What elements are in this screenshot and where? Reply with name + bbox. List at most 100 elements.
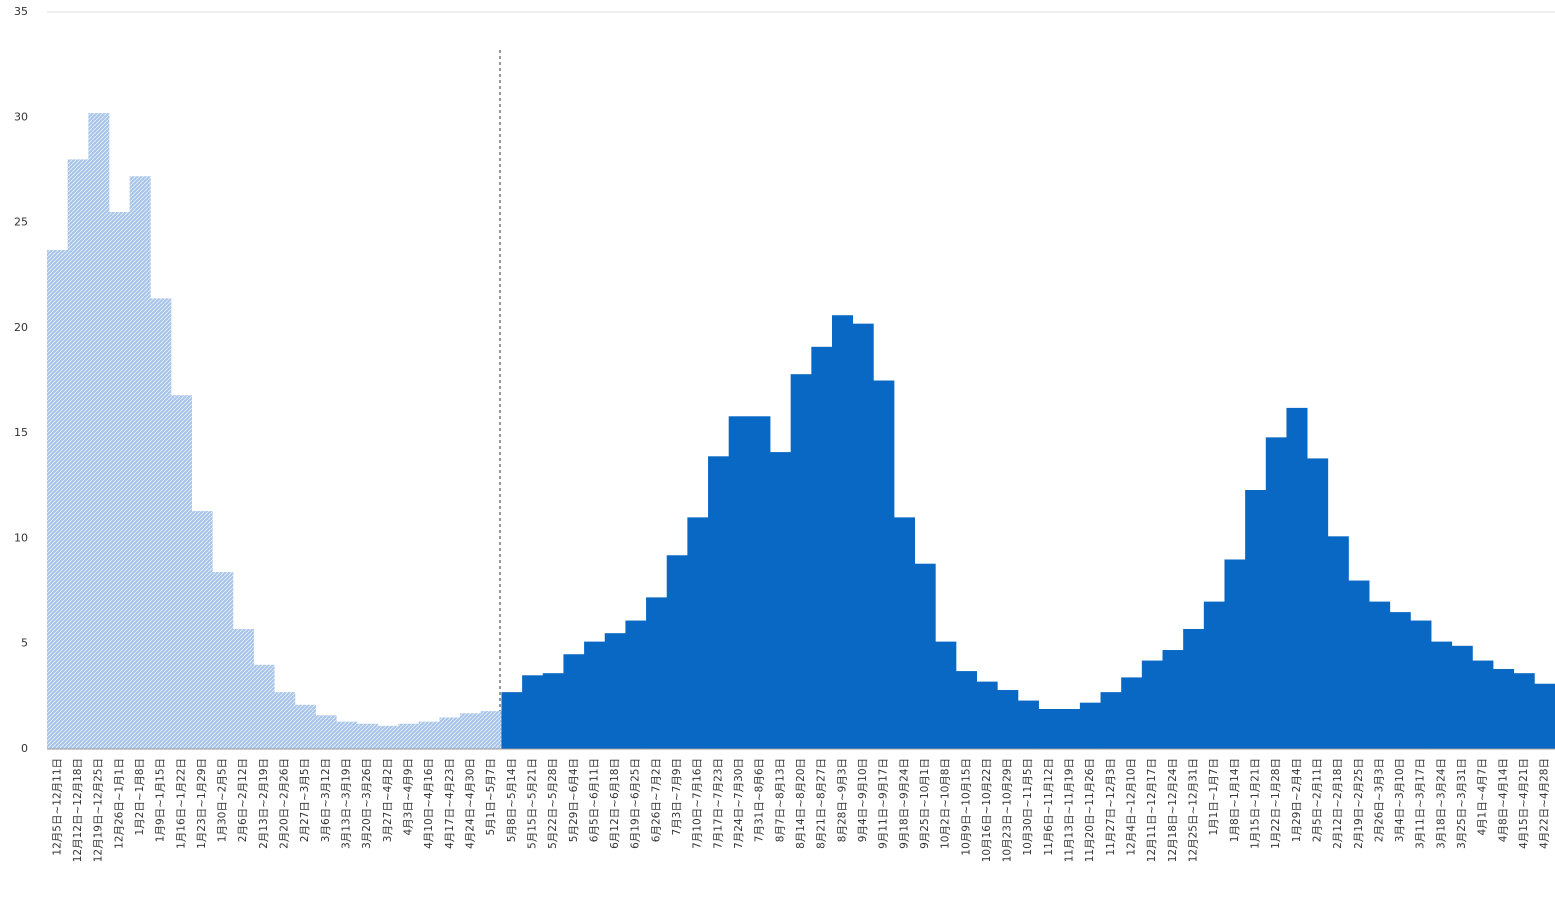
x-tick-label: 2月5日~2月11日 xyxy=(1311,758,1323,842)
x-tick-label: 2月12日~2月18日 xyxy=(1332,758,1344,849)
x-tick-label: 8月14日~8月20日 xyxy=(795,758,807,849)
bar xyxy=(294,704,316,749)
x-tick-label: 4月8日~4月14日 xyxy=(1497,758,1509,842)
x-tick-label: 10月9日~10月15日 xyxy=(960,758,972,856)
x-tick-label: 4月3日~4月9日 xyxy=(403,758,415,836)
x-tick-label: 1月2日~1月8日 xyxy=(134,758,146,836)
x-tick-label: 3月27日~4月2日 xyxy=(382,758,394,842)
bar xyxy=(1059,708,1081,749)
bar xyxy=(976,681,998,749)
x-tick-label: 12月11日~12月17日 xyxy=(1146,758,1158,862)
y-tick-label: 10 xyxy=(14,531,28,544)
x-tick-label: 6月26日~7月2日 xyxy=(650,758,662,842)
x-tick-label: 5月1日~5月7日 xyxy=(485,758,497,836)
x-tick-label: 3月6日~3月12日 xyxy=(320,758,332,842)
bar xyxy=(997,690,1019,749)
bar xyxy=(1389,612,1411,749)
x-tick-label: 3月11日~3月17日 xyxy=(1415,758,1427,849)
x-tick-label: 2月27日~3月5日 xyxy=(299,758,311,842)
x-tick-label: 2月26日~3月3日 xyxy=(1373,758,1385,842)
bar xyxy=(831,315,854,749)
y-tick-label: 15 xyxy=(14,426,28,439)
bar xyxy=(1265,437,1287,749)
x-tick-label: 4月22日~4月28日 xyxy=(1539,758,1551,849)
x-tick-label: 1月9日~1月15日 xyxy=(155,758,167,842)
x-tick-label: 6月5日~6月11日 xyxy=(588,758,600,842)
x-tick-label: 12月19日~12月25日 xyxy=(93,758,105,862)
x-tick-label: 2月19日~2月25日 xyxy=(1353,758,1365,849)
bar xyxy=(418,721,440,749)
bar xyxy=(191,511,213,749)
x-tick-label: 1月23日~1月29日 xyxy=(196,758,208,849)
x-tick-label: 11月13日~11月19日 xyxy=(1064,758,1076,862)
y-tick-label: 20 xyxy=(14,321,28,334)
x-tick-label: 2月6日~2月12日 xyxy=(237,758,249,842)
x-tick-label: 12月26日~1月1日 xyxy=(113,758,125,849)
bar xyxy=(1327,536,1349,749)
bar xyxy=(728,416,750,749)
x-tick-label: 12月4日~12月10日 xyxy=(1126,758,1138,856)
bar xyxy=(170,395,193,749)
bar xyxy=(480,711,502,749)
x-tick-label: 2月13日~2月19日 xyxy=(258,758,270,849)
bar xyxy=(1472,660,1494,749)
x-tick-label: 12月18日~12月24日 xyxy=(1167,758,1179,862)
x-tick-label: 9月18日~9月24日 xyxy=(898,758,910,849)
x-tick-label: 4月15日~4月21日 xyxy=(1518,758,1530,849)
x-tick-label: 8月28日~9月3日 xyxy=(836,758,848,842)
bar xyxy=(1493,668,1515,749)
x-tick-label: 6月12日~6月18日 xyxy=(609,758,621,849)
x-tick-label: 1月29日~2月4日 xyxy=(1291,758,1303,842)
x-tick-label: 2月20日~2月26日 xyxy=(279,758,291,849)
x-tick-label: 4月17日~4月23日 xyxy=(444,758,456,849)
bar xyxy=(770,452,792,749)
bar xyxy=(687,517,709,749)
bar xyxy=(232,628,254,749)
bar xyxy=(1513,673,1535,749)
bar xyxy=(935,641,957,749)
bar xyxy=(1100,692,1122,749)
bar xyxy=(1079,702,1101,749)
x-tick-label: 3月13日~3月19日 xyxy=(341,758,353,849)
x-tick-label: 12月25日~12月31日 xyxy=(1187,758,1199,862)
x-tick-label: 4月10日~4月16日 xyxy=(423,758,435,849)
bar xyxy=(749,416,771,749)
x-tick-label: 10月30日~11月5日 xyxy=(1022,758,1034,856)
bar xyxy=(604,633,626,749)
x-tick-label: 3月18日~3月24日 xyxy=(1435,758,1447,849)
x-tick-label: 8月21日~8月27日 xyxy=(816,758,828,849)
x-tick-label: 4月24日~4月30日 xyxy=(464,758,476,849)
bar xyxy=(790,374,812,749)
bar xyxy=(1534,683,1555,749)
bar xyxy=(439,717,461,749)
bar xyxy=(1203,601,1225,749)
bar xyxy=(356,723,378,749)
bar xyxy=(1348,580,1370,749)
x-tick-label: 5月22日~5月28日 xyxy=(547,758,559,849)
x-tick-label: 7月10日~7月16日 xyxy=(692,758,704,849)
bar xyxy=(1245,489,1267,749)
bar xyxy=(625,620,647,749)
x-tick-label: 3月25日~3月31日 xyxy=(1456,758,1468,849)
x-tick-label: 12月12日~12月18日 xyxy=(72,758,84,862)
x-tick-label: 3月4日~3月10日 xyxy=(1394,758,1406,842)
bar xyxy=(1369,601,1391,749)
bar xyxy=(1307,458,1329,749)
x-tick-label: 8月7日~8月13日 xyxy=(774,758,786,842)
bar xyxy=(708,456,730,749)
x-tick-label: 12月5日~12月11日 xyxy=(51,758,63,856)
bar xyxy=(666,555,688,749)
bar xyxy=(88,113,110,750)
bar xyxy=(129,176,151,749)
bar xyxy=(336,721,358,749)
bar xyxy=(563,654,585,749)
x-tick-label: 5月8日~5月14日 xyxy=(506,758,518,842)
bar xyxy=(253,664,275,749)
bar xyxy=(955,671,977,749)
x-tick-label: 7月17日~7月23日 xyxy=(712,758,724,849)
x-tick-label: 1月16日~1月22日 xyxy=(175,758,187,849)
x-tick-label: 10月16日~10月22日 xyxy=(981,758,993,862)
bar xyxy=(501,692,523,749)
y-tick-label: 35 xyxy=(14,5,28,18)
